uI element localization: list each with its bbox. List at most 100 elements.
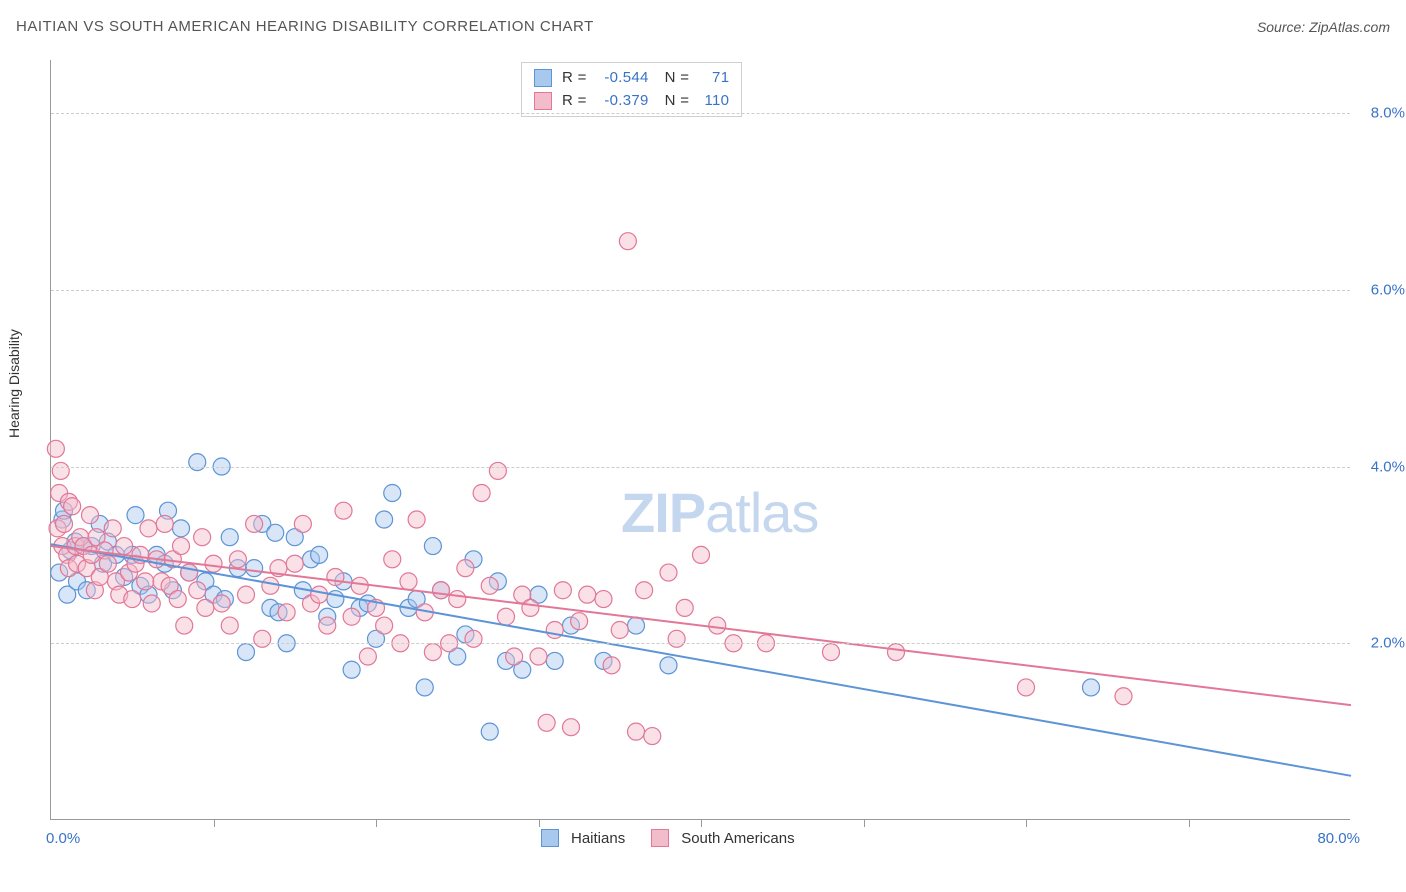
scatter-svg [51, 60, 1350, 819]
data-point [311, 546, 328, 563]
data-point [169, 591, 186, 608]
data-point [888, 644, 905, 661]
data-point [1018, 679, 1035, 696]
data-point [693, 546, 710, 563]
data-point [408, 511, 425, 528]
data-point [449, 591, 466, 608]
data-point [319, 617, 336, 634]
data-point [595, 591, 612, 608]
data-point [384, 551, 401, 568]
data-point [238, 586, 255, 603]
data-point [636, 582, 653, 599]
legend-stat-row: R = -0.379N = 110 [534, 90, 729, 113]
data-point [221, 617, 238, 634]
data-point [64, 498, 81, 515]
trend-line [51, 546, 1351, 705]
data-point [238, 644, 255, 661]
data-point [481, 723, 498, 740]
data-point [668, 630, 685, 647]
legend-stats: R = -0.544N = 71R = -0.379N = 110 [521, 62, 742, 117]
x-tick [376, 819, 377, 827]
stat-n-label: N = [665, 90, 690, 113]
data-point [400, 573, 417, 590]
data-point [156, 515, 173, 532]
data-point [335, 502, 352, 519]
stat-r-label: R = [562, 90, 587, 113]
data-point [1115, 688, 1132, 705]
data-point [619, 233, 636, 250]
data-point [189, 454, 206, 471]
data-point [823, 644, 840, 661]
data-point [286, 555, 303, 572]
data-point [104, 520, 121, 537]
data-point [343, 608, 360, 625]
data-point [254, 630, 271, 647]
data-point [140, 520, 157, 537]
data-point [522, 599, 539, 616]
stat-r-label: R = [562, 67, 587, 90]
y-tick-label: 4.0% [1371, 458, 1405, 475]
data-point [181, 564, 198, 581]
data-point [628, 617, 645, 634]
x-tick [214, 819, 215, 827]
data-point [644, 728, 661, 745]
data-point [506, 648, 523, 665]
data-point [416, 679, 433, 696]
data-point [52, 462, 69, 479]
legend-stat-row: R = -0.544N = 71 [534, 67, 729, 90]
data-point [628, 723, 645, 740]
gridline [51, 643, 1350, 644]
data-point [173, 520, 190, 537]
legend-swatch [534, 69, 552, 87]
data-point [278, 604, 295, 621]
data-point [546, 652, 563, 669]
data-point [116, 538, 133, 555]
data-point [205, 555, 222, 572]
data-point [433, 582, 450, 599]
plot-area: ZIPatlas R = -0.544N = 71R = -0.379N = 1… [50, 60, 1350, 820]
data-point [424, 644, 441, 661]
data-point [221, 529, 238, 546]
stat-r-value: -0.379 [593, 90, 649, 113]
data-point [351, 577, 368, 594]
data-point [294, 515, 311, 532]
data-point [554, 582, 571, 599]
data-point [498, 608, 515, 625]
data-point [384, 485, 401, 502]
gridline [51, 290, 1350, 291]
x-tick [1189, 819, 1190, 827]
data-point [530, 648, 547, 665]
data-point [213, 595, 230, 612]
y-tick-label: 6.0% [1371, 281, 1405, 298]
x-tick [1026, 819, 1027, 827]
data-point [424, 538, 441, 555]
data-point [229, 551, 246, 568]
data-point [127, 507, 144, 524]
chart-header: HAITIAN VS SOUTH AMERICAN HEARING DISABI… [16, 18, 1390, 35]
data-point [603, 657, 620, 674]
y-tick-label: 2.0% [1371, 635, 1405, 652]
stat-n-label: N = [665, 67, 690, 90]
data-point [376, 511, 393, 528]
x-max-label: 80.0% [1317, 830, 1360, 847]
data-point [189, 582, 206, 599]
data-point [563, 719, 580, 736]
x-min-label: 0.0% [46, 830, 80, 847]
data-point [176, 617, 193, 634]
data-point [709, 617, 726, 634]
data-point [137, 573, 154, 590]
data-point [660, 657, 677, 674]
data-point [56, 515, 73, 532]
stat-n-value: 71 [695, 67, 729, 90]
data-point [611, 622, 628, 639]
legend-swatch [651, 829, 669, 847]
data-point [376, 617, 393, 634]
data-point [1083, 679, 1100, 696]
x-tick [864, 819, 865, 827]
data-point [538, 714, 555, 731]
x-tick [701, 819, 702, 827]
data-point [571, 613, 588, 630]
data-point [327, 568, 344, 585]
data-point [246, 560, 263, 577]
data-point [262, 577, 279, 594]
